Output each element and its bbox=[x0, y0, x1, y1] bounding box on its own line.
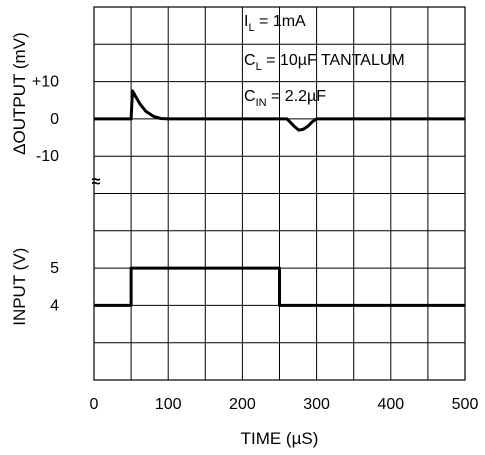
top-y-tick-label: 0 bbox=[50, 111, 59, 128]
plot-frame bbox=[93, 6, 466, 381]
top-y-axis-label: ΔOUTPUT (mV) bbox=[10, 32, 29, 154]
top-y-tick-label: -10 bbox=[36, 148, 59, 165]
bottom-y-axis-label: INPUT (V) bbox=[10, 248, 29, 326]
plot-border bbox=[93, 6, 466, 381]
input-trace bbox=[94, 266, 465, 307]
condition-annotation: CIN = 2.2µF bbox=[244, 88, 326, 109]
x-axis-label: TIME (µS) bbox=[241, 429, 319, 448]
x-tick-label: 0 bbox=[90, 396, 99, 413]
condition-annotation: CL = 10µF TANTALUM bbox=[244, 52, 405, 73]
bottom-y-tick-label: 5 bbox=[50, 260, 59, 277]
condition-annotation: IL = 1mA bbox=[244, 13, 306, 34]
x-tick-label: 200 bbox=[229, 396, 256, 413]
series-layer bbox=[94, 89, 465, 307]
x-tick-label: 300 bbox=[303, 396, 330, 413]
labels-layer: 0 100 200 300 400 500 TIME (µS) +10 0 -10 5 4 ΔOUTPU… bbox=[10, 13, 478, 448]
axis-break-symbol: ≈ bbox=[92, 174, 101, 191]
output-trace bbox=[94, 89, 465, 132]
bottom-y-tick-label: 4 bbox=[50, 297, 59, 314]
x-tick-label: 100 bbox=[155, 396, 182, 413]
top-y-tick-label: +10 bbox=[32, 74, 59, 91]
x-tick-label: 400 bbox=[377, 396, 404, 413]
x-tick-label: 500 bbox=[452, 396, 479, 413]
